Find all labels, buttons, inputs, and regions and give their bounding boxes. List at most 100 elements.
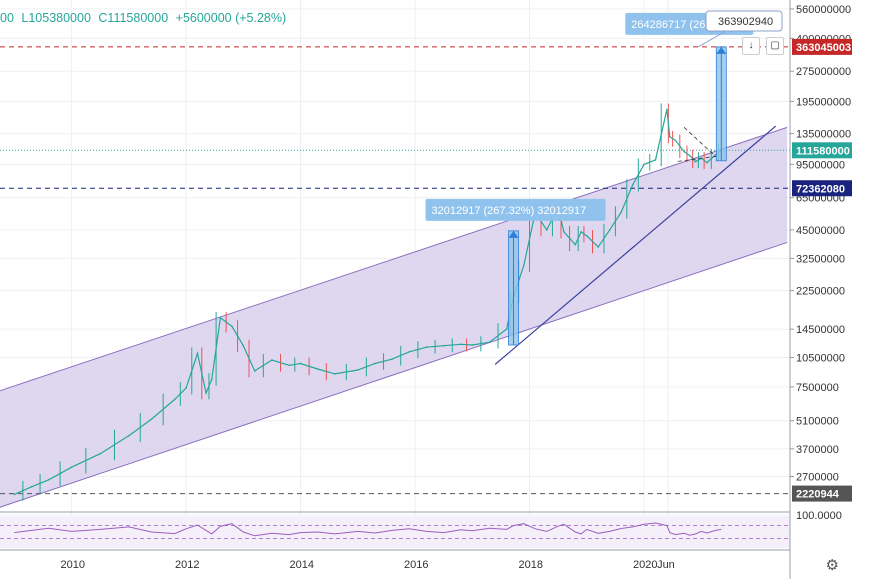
triangle-pattern [675,127,717,163]
price-point [668,136,671,138]
price-point [70,466,73,469]
y-tick-label: 45000000 [796,225,845,237]
price-point [574,243,577,246]
y-tick-label: 14500000 [796,324,845,336]
y-tick-label: 95000000 [796,159,845,171]
price-point [505,328,508,330]
price-point [205,392,207,394]
price-point [460,343,462,346]
price-point [356,369,359,371]
price-point [580,231,582,233]
price-scale-tag [792,180,852,197]
price-point [643,163,645,166]
price-scale-tag-label: 2220944 [796,489,840,501]
measure-label: 32012917 (267.32%) 32012917 [432,205,587,217]
ohlc-open: 00 [0,11,14,25]
price-point [196,352,199,355]
x-tick-label: 2014 [290,559,314,571]
price-point [585,235,588,237]
price-point [334,373,336,375]
x-tick-label: Jun [657,559,675,571]
price-point [488,341,491,343]
rsi-pane [0,516,790,548]
channel-lower-line [0,241,788,508]
price-point [654,159,657,161]
price-point [666,108,668,111]
measure-label-box [425,198,606,221]
price-point [545,229,548,231]
price-point [150,418,153,420]
y-tick-label: 100.0000 [796,510,842,522]
x-tick-label: 2016 [404,559,428,571]
ohlc-legend: 00 L105380000 C111580000 +5600000 (+5.28… [0,11,290,25]
price-point [597,246,600,248]
price-point [391,358,393,360]
trendline [494,125,777,365]
price-point [694,160,697,163]
y-tick-label: 560000000 [796,4,851,16]
price-point [620,211,622,214]
target-callout-pointer [697,30,727,48]
price-point [99,452,101,455]
price-point [47,478,50,481]
channel-fill [0,127,788,508]
y-tick-label: 195000000 [796,96,851,108]
target-callout-label: 363902940 [718,16,773,28]
price-point [408,350,411,353]
price-point [211,378,213,380]
measure-arrowhead [508,230,519,238]
y-tick-label: 3700000 [796,444,839,456]
x-tick-label: 2018 [519,559,543,571]
price-point [608,229,611,231]
rsi-line [14,522,722,537]
price-point [219,317,222,319]
price-point [128,434,130,437]
price-point [242,344,245,347]
price-point [316,368,319,370]
ohlc-close: C111580000 [98,11,169,25]
y-tick-label: 275000000 [796,66,851,78]
price-scale-tag-label: 363045003 [796,42,851,54]
price-point [425,346,428,349]
price-point [631,184,634,186]
x-tick-label: 2010 [61,559,85,571]
price-point [231,325,233,327]
y-tick-label: 10500000 [796,352,845,364]
price-point [13,493,16,496]
channel-upper-line [0,126,788,392]
measure-arrowhead [716,46,727,54]
x-tick-label: 2012 [175,559,199,571]
ohlc-change: +5600000 (+5.28%) [175,11,287,25]
price-point [442,344,445,347]
price-point [299,362,302,365]
price-point [689,154,691,157]
ohlc-low: L105380000 [21,11,91,25]
price-line [14,109,722,495]
price-scale-tag [792,38,852,55]
price-point [185,387,187,389]
price-point [471,344,474,346]
y-tick-label: 135000000 [796,129,851,141]
price-point [563,231,565,233]
price-scale-tag-label: 111580000 [796,145,850,157]
price-point [683,150,685,153]
expand-icon[interactable]: ▢ [766,37,784,55]
y-tick-label: 32500000 [796,253,845,265]
price-point [271,359,273,361]
download-icon[interactable]: ↓ [742,37,760,55]
target-callout-box [705,10,783,32]
price-point [288,364,290,367]
y-tick-label: 2700000 [796,471,839,483]
y-tick-label: 5100000 [796,416,839,428]
price-scale-tag [792,142,852,159]
price-point [173,398,176,401]
y-tick-label: 7500000 [796,382,839,394]
x-tick-label: 2020 [633,559,657,571]
price-point [674,139,677,142]
price-scale-tag-label: 72362080 [796,183,845,195]
price-point [30,485,33,488]
price-point [253,370,256,372]
price-point [374,362,376,365]
gear-icon[interactable]: ⚙ [825,557,839,574]
